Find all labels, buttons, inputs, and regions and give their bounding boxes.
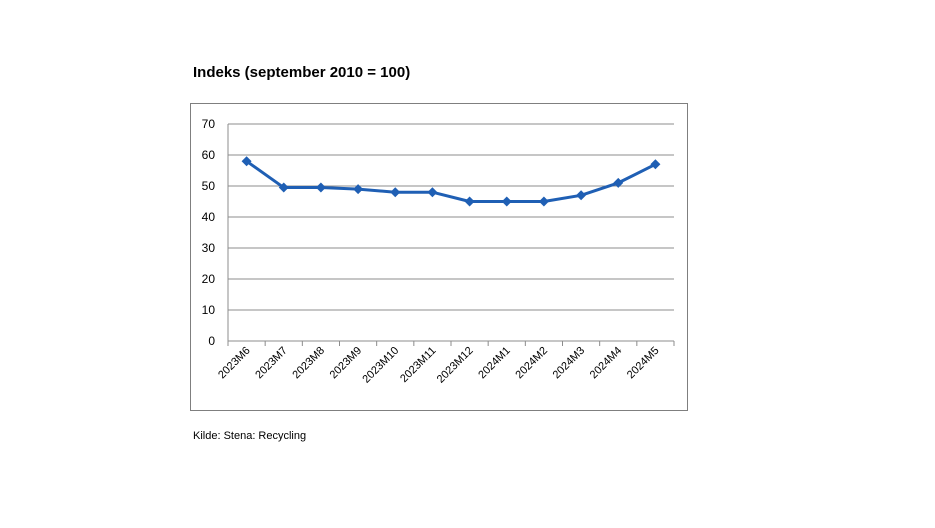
y-tick-label: 50 [202,179,216,193]
data-point-2023M9 [353,184,364,195]
y-tick-label: 30 [202,241,216,255]
data-point-2024M4 [613,177,624,188]
data-point-2024M1 [501,196,512,207]
x-tick-label: 2024M4 [588,345,625,382]
y-tick-label: 40 [202,210,216,224]
chart-frame: 0 10 20 30 40 50 60 70 2023M6 2023M7 2023M8 2023M9 2… [190,103,688,411]
source-note: Kilde: Stena: Recycling [193,430,307,442]
x-tick-label: 2023M10 [360,345,401,386]
x-tick-label: 2023M6 [216,345,253,382]
y-tick-label: 0 [208,334,215,348]
chart-title: Indeks (september 2010 = 100) [193,64,411,81]
y-tick-label: 20 [202,272,216,286]
data-point-2023M7 [278,182,289,193]
series-line [245,159,657,203]
x-tick-label: 2023M8 [290,345,327,382]
y-tick-label: 70 [202,117,216,131]
x-tick-label: 2024M3 [551,345,588,382]
data-point-2024M2 [538,196,549,207]
y-tick-label: 10 [202,303,216,317]
data-point-2024M5 [650,159,661,170]
data-point-2023M8 [315,182,326,193]
x-tick-label: 2023M7 [253,345,290,382]
data-point-2023M10 [390,187,401,198]
x-tick-label: 2024M2 [513,345,550,382]
data-point-2023M12 [464,196,475,207]
y-tick-label: 60 [202,148,216,162]
x-tick-label: 2023M9 [328,345,365,382]
data-point-2023M11 [427,187,438,198]
x-tick-label: 2023M11 [398,345,438,385]
x-tick-label: 2024M5 [625,345,662,382]
x-tick-label: 2024M1 [476,345,513,382]
data-point-2023M6 [241,156,252,167]
data-point-2024M3 [576,190,587,201]
x-tick-label: 2023M12 [435,345,476,386]
